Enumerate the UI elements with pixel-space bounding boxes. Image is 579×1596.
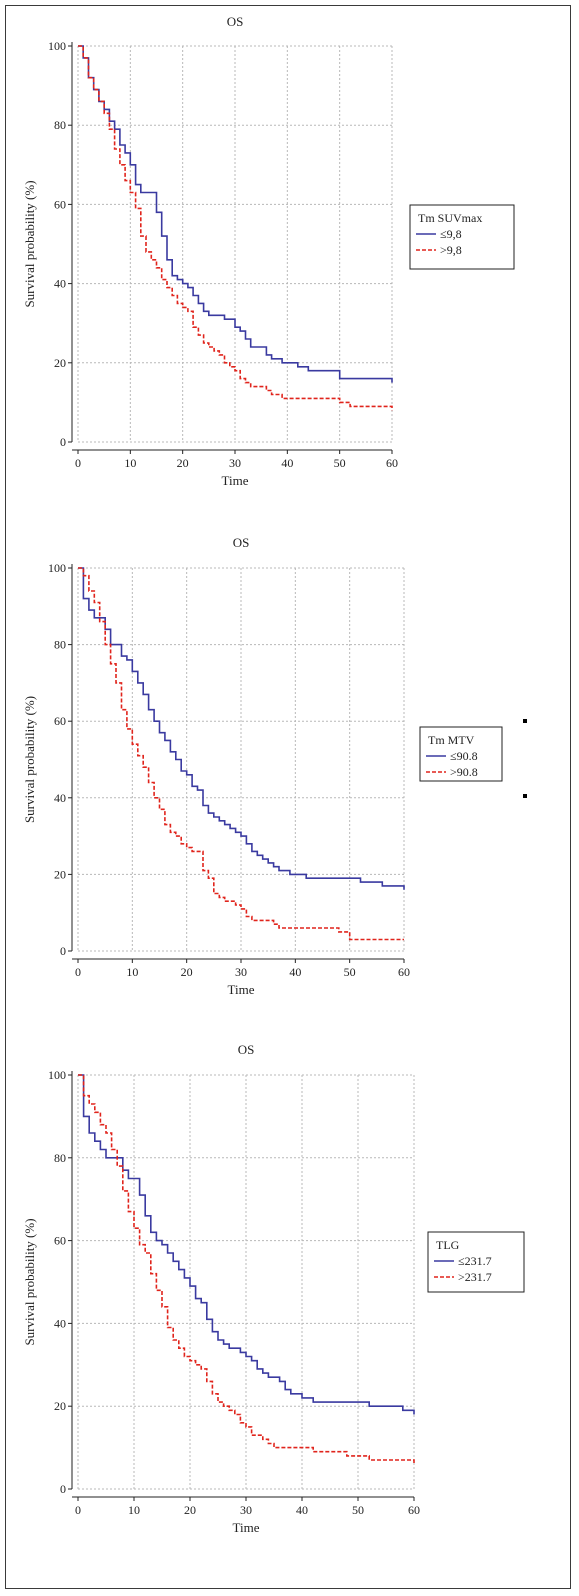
legend-box	[427, 1231, 525, 1293]
y-tick-label: 100	[48, 39, 66, 53]
x-tick-label: 50	[344, 965, 356, 979]
x-tick-label: 30	[235, 965, 247, 979]
series-line-high	[78, 567, 404, 941]
x-tick-label: 60	[398, 965, 410, 979]
x-tick-label: 20	[177, 456, 189, 470]
x-tick-label: 40	[289, 965, 301, 979]
series-line-low	[78, 45, 393, 383]
x-tick-label: 50	[352, 1503, 364, 1517]
y-tick-label: 80	[54, 1151, 66, 1165]
y-tick-label: 60	[54, 197, 66, 211]
x-tick-label: 0	[75, 1503, 81, 1517]
y-tick-label: 80	[54, 638, 66, 652]
legend-entry-label: >90.8	[450, 765, 478, 779]
x-axis-label: Time	[233, 1520, 260, 1535]
legend-box	[409, 204, 515, 270]
series-line-low	[78, 1074, 415, 1415]
y-axis-label: Survival probability (%)	[22, 696, 37, 823]
legend-entry-label: ≤231.7	[458, 1254, 492, 1268]
chart-title: OS	[233, 535, 250, 550]
y-tick-label: 20	[54, 1399, 66, 1413]
x-tick-label: 0	[75, 456, 81, 470]
y-tick-label: 0	[60, 1482, 66, 1496]
legend-entry-label: ≤90.8	[450, 749, 478, 763]
y-axis-label: Survival probability (%)	[22, 180, 37, 307]
chart-title: OS	[238, 1042, 255, 1057]
x-tick-label: 10	[126, 965, 138, 979]
y-tick-label: 20	[54, 867, 66, 881]
x-axis-label: Time	[222, 473, 249, 488]
figure-frame	[5, 5, 571, 1589]
x-tick-label: 10	[128, 1503, 140, 1517]
chart-1: OS 0 10 20 30 40 50 60 0 20 40 60 80 100 Time Survival …	[22, 14, 515, 488]
y-axis-label: Survival probability (%)	[22, 1218, 37, 1345]
chart-title: OS	[227, 14, 244, 29]
marker-square	[523, 794, 527, 798]
y-tick-label: 60	[54, 1234, 66, 1248]
x-tick-label: 30	[229, 456, 241, 470]
legend-title: Tm MTV	[428, 733, 475, 747]
y-tick-label: 80	[54, 118, 66, 132]
marker-square	[523, 719, 527, 723]
y-tick-label: 60	[54, 714, 66, 728]
legend-title: TLG	[436, 1238, 460, 1252]
series-line-high	[78, 1074, 415, 1465]
series-line-high	[78, 45, 393, 411]
legend-entry-label: >231.7	[458, 1270, 492, 1284]
x-axis-label: Time	[228, 982, 255, 997]
x-tick-label: 10	[124, 456, 136, 470]
chart-2: OS 0 10 20 30 40 50 60 0 20 40 60 80 100 Time Survival …	[22, 535, 503, 997]
series-line-low	[78, 567, 405, 890]
plot-area	[78, 568, 404, 951]
legend-entry-label: ≤9,8	[440, 227, 462, 241]
x-tick-label: 40	[281, 456, 293, 470]
legend-title: Tm SUVmax	[418, 211, 482, 225]
x-tick-label: 60	[386, 456, 398, 470]
x-tick-label: 20	[184, 1503, 196, 1517]
legend-entry-label: >9,8	[440, 243, 462, 257]
chart-3: OS 0 10 20 30 40 50 60 0 20 40 60 80 100 Time Survival …	[22, 1042, 525, 1535]
y-tick-label: 100	[48, 561, 66, 575]
x-tick-label: 30	[240, 1503, 252, 1517]
y-tick-label: 40	[54, 1316, 66, 1330]
y-tick-label: 100	[48, 1068, 66, 1082]
x-tick-label: 40	[296, 1503, 308, 1517]
y-tick-label: 40	[54, 277, 66, 291]
x-tick-label: 0	[75, 965, 81, 979]
x-tick-label: 60	[408, 1503, 420, 1517]
y-tick-label: 0	[60, 944, 66, 958]
y-tick-label: 40	[54, 791, 66, 805]
y-tick-label: 0	[60, 435, 66, 449]
y-tick-label: 20	[54, 356, 66, 370]
x-tick-label: 20	[181, 965, 193, 979]
x-tick-label: 50	[334, 456, 346, 470]
